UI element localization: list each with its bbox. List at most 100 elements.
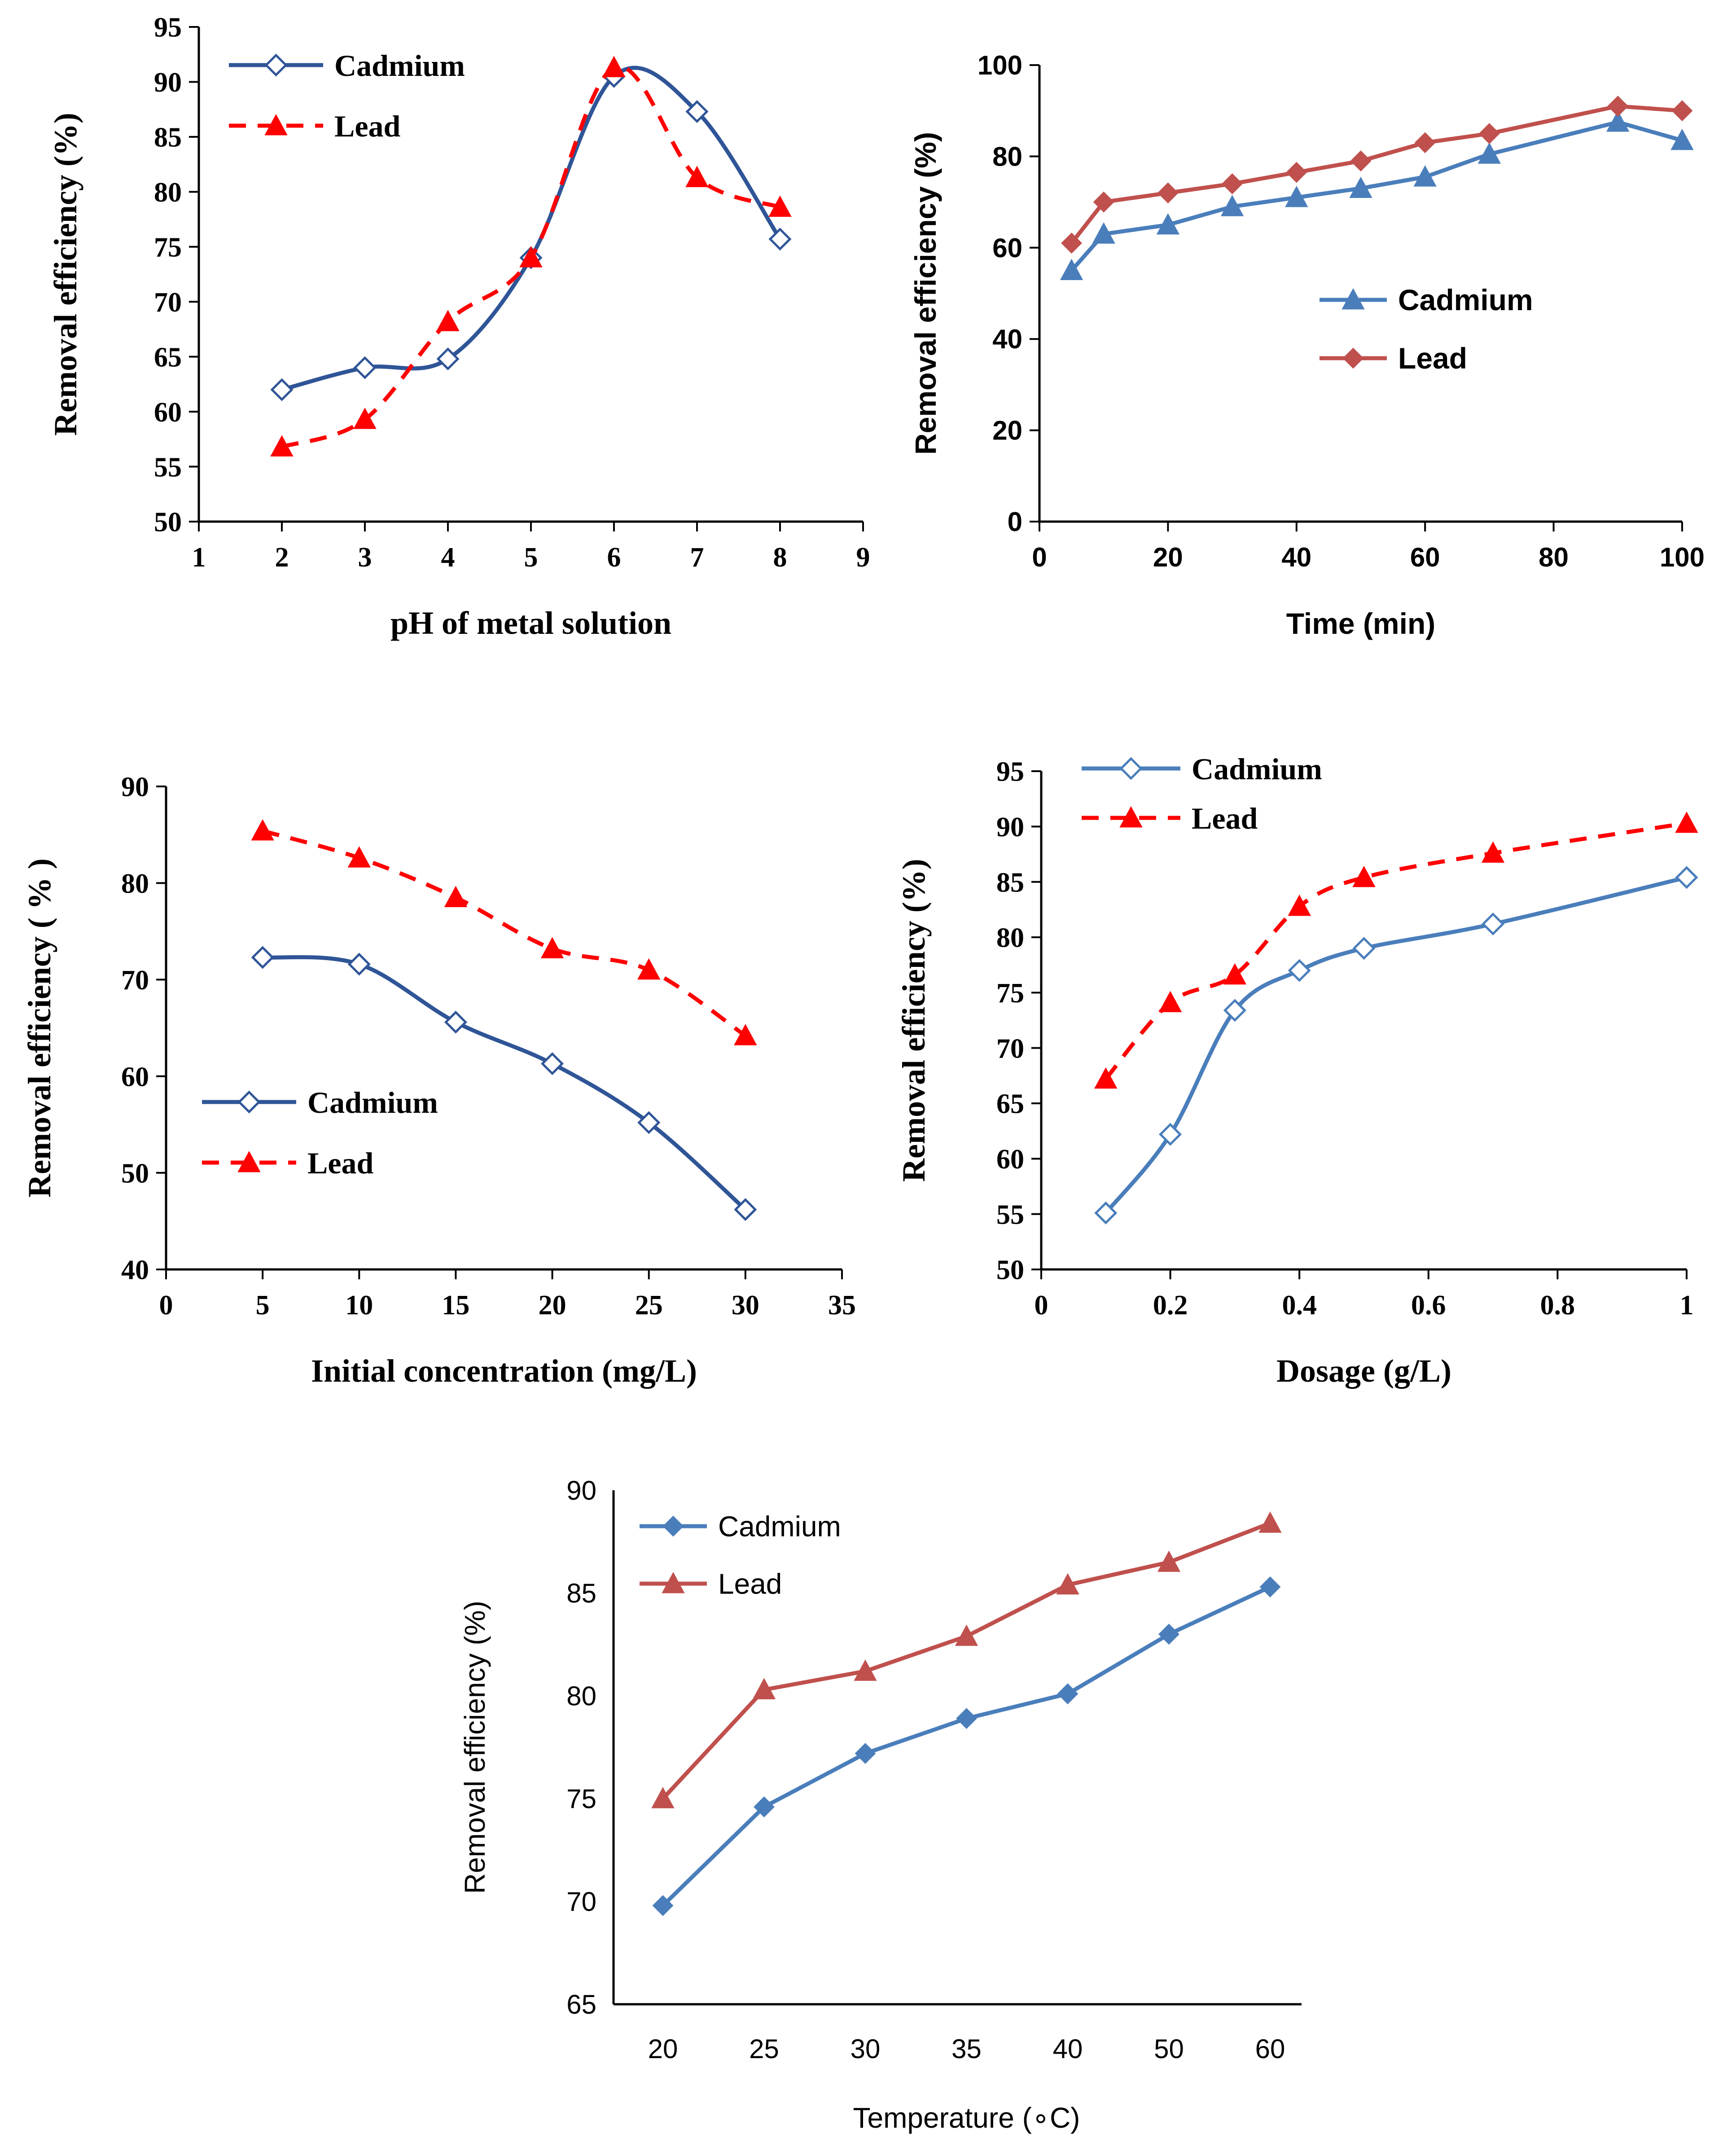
y-tick-label: 75 — [566, 1784, 596, 1814]
data-point — [444, 886, 468, 907]
legend-marker — [1119, 757, 1143, 780]
series-line — [281, 64, 781, 449]
y-tick-label: 0 — [1008, 507, 1022, 537]
series-cadmium — [270, 65, 792, 401]
data-point — [1223, 999, 1246, 1022]
legend-item: Lead — [1320, 342, 1467, 375]
y-axis-title: Removal efficiency (%) — [909, 132, 942, 455]
data-point — [1350, 150, 1372, 171]
data-point — [1481, 841, 1505, 863]
series-line — [1070, 120, 1683, 272]
data-point — [1258, 1511, 1282, 1533]
legend-item: Lead — [640, 1567, 782, 1600]
y-tick-label: 90 — [154, 67, 182, 98]
y-tick-label: 55 — [154, 452, 182, 483]
x-tick-label: 0.2 — [1153, 1290, 1188, 1321]
x-tick-label: 1 — [1680, 1290, 1694, 1321]
y-tick-label: 85 — [566, 1578, 596, 1608]
data-point — [1057, 1683, 1078, 1704]
data-point — [1094, 1201, 1118, 1225]
data-point — [854, 1659, 877, 1681]
x-axis-title: Time (min) — [1286, 607, 1435, 640]
y-tick-label: 95 — [996, 757, 1024, 787]
data-point — [1259, 1576, 1281, 1598]
x-tick-label: 30 — [732, 1290, 759, 1321]
data-point — [251, 946, 274, 969]
data-point — [1675, 811, 1698, 833]
y-axis-title: Removal efficiency ( % ) — [22, 858, 57, 1198]
data-point — [754, 1796, 775, 1818]
data-point — [734, 1024, 757, 1045]
x-tick-label: 9 — [856, 542, 870, 573]
data-point — [637, 958, 661, 980]
data-point — [353, 356, 377, 379]
x-axis-title: Initial concentration (mg/L) — [311, 1353, 697, 1389]
data-point — [436, 347, 460, 371]
series-lead — [651, 1511, 1282, 1809]
legend-item: Cadmium — [229, 48, 465, 83]
x-tick-label: 0 — [159, 1290, 173, 1321]
x-tick-label: 25 — [749, 2034, 779, 2064]
series-lead — [270, 56, 792, 457]
series-cadmium — [1094, 866, 1698, 1225]
data-point — [1158, 1624, 1179, 1645]
chart-ph: 50 55 60 65 70 75 80 85 90 95 1 2 3 4 5 6 7 8 9 pH of metal… — [48, 13, 870, 641]
legend-label: Lead — [1398, 342, 1467, 375]
data-point — [1477, 142, 1501, 164]
x-tick-label: 80 — [1539, 542, 1569, 572]
y-tick-label: 80 — [992, 141, 1022, 171]
x-tick-label: 3 — [358, 542, 372, 573]
x-tick-label: 8 — [773, 542, 787, 573]
legend-item: Lead — [229, 109, 401, 143]
data-point — [1159, 1123, 1182, 1146]
legend-marker — [662, 1572, 685, 1594]
data-point — [752, 1678, 776, 1699]
data-point — [768, 228, 792, 251]
x-tick-label: 40 — [1281, 542, 1311, 572]
y-tick-label: 65 — [566, 1989, 596, 2020]
x-tick-label: 1 — [192, 542, 206, 573]
y-tick-label: 70 — [154, 287, 182, 318]
legend-marker — [237, 1090, 261, 1114]
x-tick-label: 40 — [1053, 2034, 1083, 2064]
data-point — [1413, 165, 1437, 187]
series-line — [1070, 104, 1683, 245]
legend-marker — [662, 1515, 684, 1537]
x-axis-title: pH of metal solution — [390, 605, 671, 641]
y-tick-label: 100 — [978, 50, 1022, 80]
data-point — [541, 1052, 564, 1076]
data-point — [1286, 162, 1307, 183]
data-point — [1671, 100, 1693, 122]
data-point — [353, 408, 377, 429]
data-point — [1092, 222, 1115, 244]
y-tick-label: 20 — [992, 416, 1022, 446]
data-point — [1157, 182, 1179, 204]
x-tick-label: 0.8 — [1540, 1290, 1575, 1321]
series-line — [262, 829, 747, 1037]
data-point — [652, 1895, 674, 1916]
data-point — [1482, 912, 1505, 935]
data-point — [347, 846, 371, 868]
data-point — [768, 195, 792, 217]
data-point — [1607, 96, 1629, 117]
x-tick-label: 50 — [1154, 2034, 1184, 2064]
data-point — [1670, 128, 1694, 150]
x-tick-label: 20 — [539, 1290, 566, 1321]
y-axis-title: Removal efficiency (%) — [48, 113, 83, 436]
data-point — [1675, 866, 1698, 889]
data-point — [1352, 937, 1376, 960]
legend-marker — [264, 114, 288, 136]
series-cadmium — [1060, 110, 1694, 281]
y-tick-label: 85 — [996, 867, 1024, 898]
legend-item: Cadmium — [1082, 752, 1322, 786]
legend-marker — [1342, 347, 1364, 369]
data-point — [956, 1708, 977, 1729]
data-point — [1478, 123, 1500, 144]
data-point — [855, 1743, 876, 1764]
data-point — [1093, 191, 1114, 213]
x-tick-label: 4 — [441, 542, 455, 573]
data-point — [1414, 132, 1436, 154]
data-point — [955, 1625, 978, 1646]
data-point — [734, 1198, 757, 1221]
y-tick-label: 50 — [996, 1255, 1024, 1286]
